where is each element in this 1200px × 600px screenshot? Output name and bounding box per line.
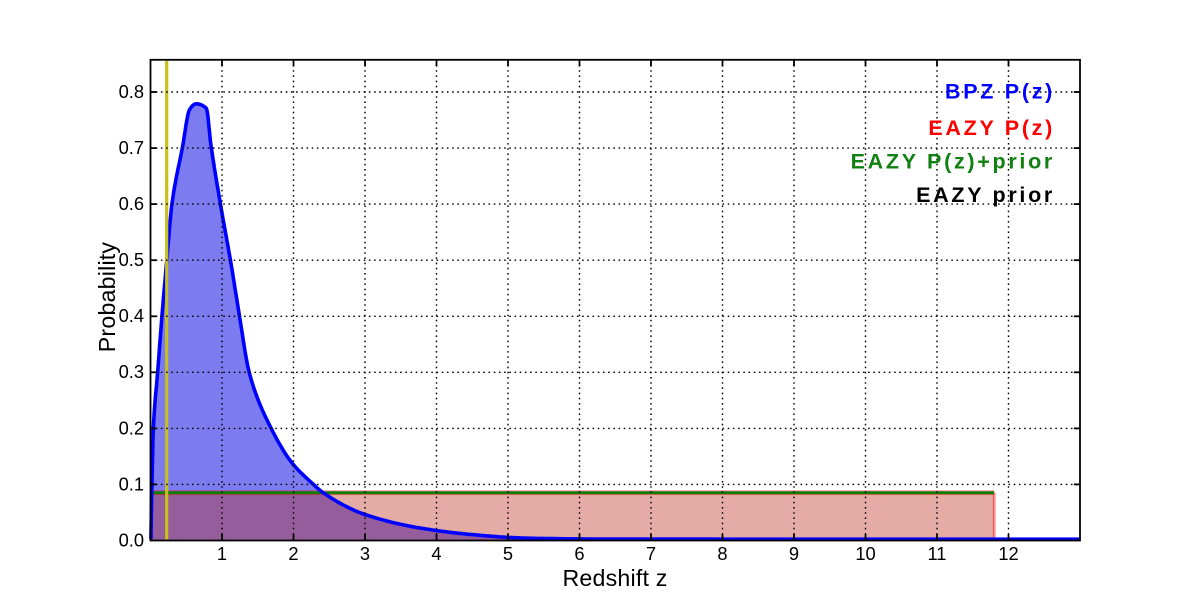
svg-text:EAZY prior: EAZY prior (916, 183, 1055, 207)
svg-text:0.4: 0.4 (119, 305, 144, 326)
svg-text:12: 12 (998, 543, 1018, 564)
svg-text:9: 9 (789, 543, 799, 564)
svg-text:0.8: 0.8 (119, 81, 144, 102)
svg-text:0.3: 0.3 (119, 361, 144, 382)
svg-text:0.2: 0.2 (119, 417, 144, 438)
svg-text:EAZY P(z): EAZY P(z) (928, 116, 1055, 140)
svg-text:1: 1 (217, 543, 227, 564)
svg-text:6: 6 (574, 543, 584, 564)
svg-text:Redshift z: Redshift z (562, 565, 667, 591)
svg-text:0.5: 0.5 (119, 249, 144, 270)
svg-text:2: 2 (288, 543, 298, 564)
svg-text:8: 8 (717, 543, 727, 564)
svg-text:0.6: 0.6 (119, 193, 144, 214)
svg-text:0.7: 0.7 (119, 137, 144, 158)
svg-text:EAZY P(z)+prior: EAZY P(z)+prior (851, 149, 1055, 173)
svg-text:4: 4 (431, 543, 441, 564)
svg-text:3: 3 (360, 543, 370, 564)
svg-text:5: 5 (503, 543, 513, 564)
svg-text:10: 10 (855, 543, 875, 564)
svg-text:BPZ P(z): BPZ P(z) (945, 80, 1055, 104)
svg-text:0.0: 0.0 (119, 529, 144, 550)
svg-text:0.1: 0.1 (119, 473, 144, 494)
svg-text:Probability: Probability (94, 242, 120, 353)
svg-text:11: 11 (928, 543, 947, 564)
svg-text:7: 7 (646, 543, 656, 564)
